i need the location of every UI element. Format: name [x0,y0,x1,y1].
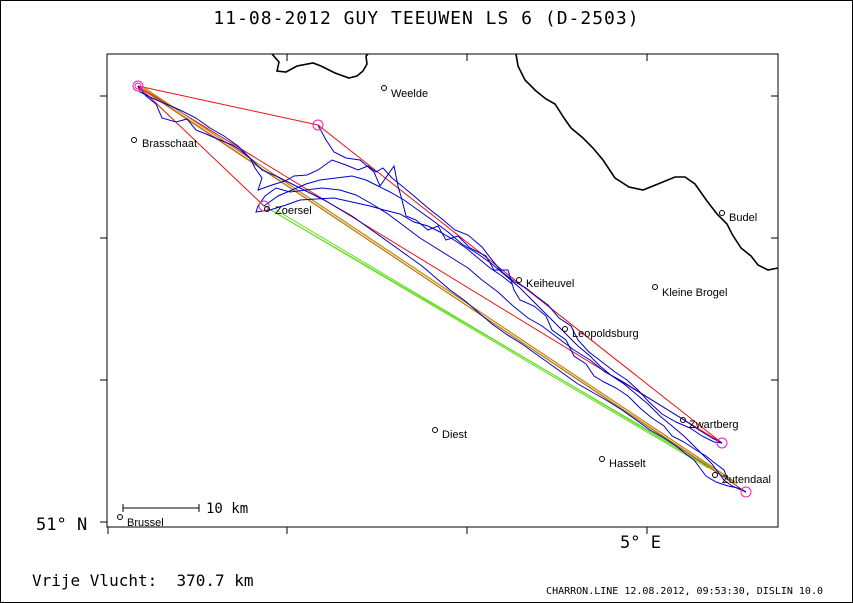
latitude-label: 51° N [36,515,87,535]
flight-track-mixed [317,124,729,481]
city-label-zwartberg: Zwartberg [689,419,739,431]
right-ticks [771,95,778,381]
task-legs-olive [139,86,736,483]
flight-track-second-leg [263,175,747,493]
footer-text: CHARRON.LINE 12.08.2012, 09:53:30, DISLI… [546,586,823,597]
page-title: 11-08-2012 GUY TEEUWEN LS 6 (D-2503) [213,8,640,29]
city-label-brasschaat: Brasschaat [142,138,197,150]
flight-track-return [255,187,723,444]
city-label-hasselt: Hasselt [609,458,646,470]
scale-bar-label: 10 km [206,501,248,517]
map-frame [106,53,779,528]
city-label-diest: Diest [442,429,467,441]
city-label-leopoldsburg: Leopoldsburg [572,328,639,340]
scale-bar [122,504,200,512]
flight-track-third [137,85,747,493]
city-label-brussel: Brussel [127,517,164,529]
city-label-kleine-brogel: Kleine Brogel [662,287,727,299]
top-ticks [286,54,648,61]
city-label-zutendaal: Zutendaal [722,474,771,486]
turnpoints [132,80,752,498]
longitude-label: 5° E [620,533,661,553]
flight-track [137,85,723,444]
task-legs-green [263,205,738,485]
left-ticks [100,95,107,523]
city-label-weelde: Weelde [391,88,428,100]
city-label-budel: Budel [729,212,757,224]
city-label-keiheuvel: Keiheuvel [526,278,574,290]
city-label-zoersel: Zoersel [275,205,312,217]
distance-text: Vrije Vlucht: 370.7 km [32,571,254,590]
national-border-east [515,53,779,271]
bottom-ticks [107,527,648,534]
city-markers [117,85,725,520]
national-border [271,53,369,79]
